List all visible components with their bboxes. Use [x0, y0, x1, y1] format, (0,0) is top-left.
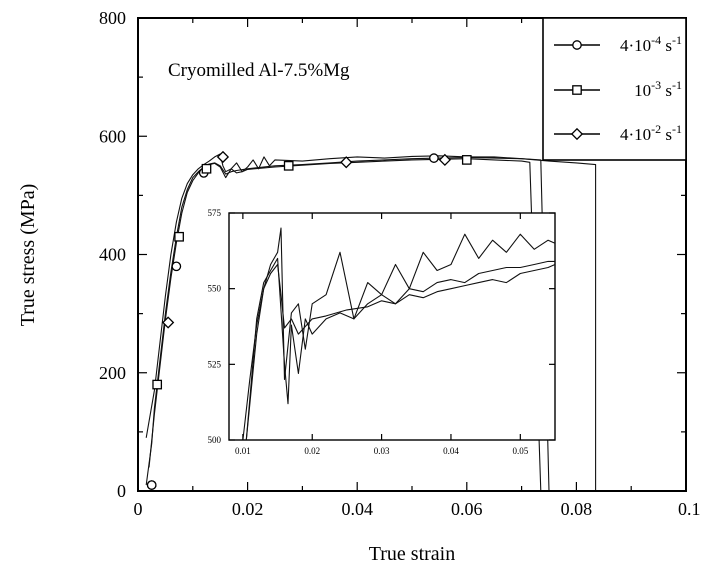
series-diamond-marker [216, 150, 230, 164]
series-square-marker [461, 155, 472, 165]
series-circle-line [145, 156, 550, 492]
legend-label: 10-3 s-1 [634, 78, 682, 100]
inset-x-tick-label: 0.03 [374, 446, 390, 456]
legend-box [542, 17, 687, 161]
series-circle-marker [429, 153, 439, 163]
legend-diamond-marker [570, 127, 584, 141]
x-axis-label: True strain [369, 543, 455, 565]
series-circle-marker [171, 261, 182, 272]
inset-axis-ticks: 0.01 0.02 0.03 0.04 0.05 500 525 550 575 [208, 208, 555, 456]
inset-series-thin-b [245, 257, 555, 441]
y-axis-label: True stress (MPa) [17, 184, 39, 327]
y-tick-label: 800 [99, 8, 126, 28]
x-tick-label: 0.04 [341, 499, 373, 519]
main-axis-ticks: 0 0.02 0.04 0.06 0.08 0.1 0 200 400 600 800 [99, 8, 701, 519]
inset-y-tick-label: 550 [208, 284, 222, 294]
series-square-marker [201, 163, 212, 174]
inset-x-tick-label: 0.05 [512, 446, 528, 456]
legend: 4·10-4 s-1 10-3 s-1 4·10-2 s-1 [542, 17, 687, 161]
inset-x-tick-label: 0.01 [235, 446, 251, 456]
inset-chart: 0.01 0.02 0.03 0.04 0.05 500 525 550 575 [208, 208, 556, 456]
y-tick-label: 0 [117, 481, 126, 501]
inset-series-thin-a [245, 227, 556, 441]
inset-x-tick-label: 0.04 [443, 446, 459, 456]
x-tick-label: 0.08 [561, 499, 593, 519]
legend-circle-marker [572, 40, 582, 50]
inset-x-tick-label: 0.02 [304, 446, 320, 456]
x-tick-label: 0.02 [232, 499, 264, 519]
x-tick-label: 0.1 [678, 499, 701, 519]
series-square-marker [283, 160, 294, 171]
inset-y-tick-label: 525 [208, 359, 222, 369]
series-square-marker [152, 379, 163, 390]
x-tick-label: 0 [134, 499, 143, 519]
inset-series-layer [242, 227, 556, 441]
series-diamond-marker [162, 316, 175, 329]
legend-square-marker [572, 85, 582, 95]
series-square-marker [174, 231, 184, 242]
inset-y-tick-label: 500 [208, 435, 222, 445]
chart-annotation: Cryomilled Al-7.5%Mg [168, 60, 350, 81]
marker-layer [146, 150, 472, 490]
legend-label: 4·10-2 s-1 [620, 122, 682, 144]
y-tick-label: 400 [99, 245, 126, 265]
x-tick-label: 0.06 [451, 499, 483, 519]
series-diamond-marker [438, 153, 451, 167]
y-tick-label: 600 [99, 126, 126, 146]
legend-label: 4·10-4 s-1 [620, 33, 682, 55]
inset-y-tick-label: 575 [208, 208, 222, 218]
y-tick-label: 200 [99, 363, 126, 383]
inset-series-thick [242, 263, 556, 441]
series-circle-marker [146, 480, 157, 490]
series-diamond-marker [340, 156, 353, 169]
